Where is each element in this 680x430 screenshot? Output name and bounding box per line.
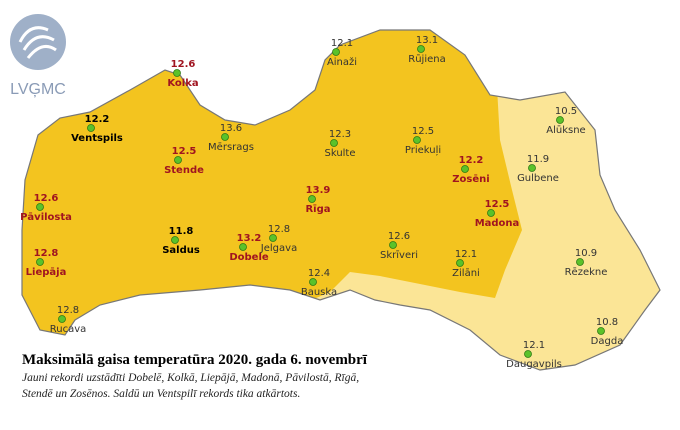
station-value: 12.1	[523, 340, 545, 351]
station-value: 12.2	[459, 155, 484, 166]
station-name: Daugavpils	[506, 359, 562, 370]
station-value: 12.8	[57, 305, 79, 316]
logo-text: LVĢMC	[10, 81, 66, 98]
station-value: 10.5	[555, 106, 577, 117]
station-dot	[171, 236, 179, 244]
station-value: 12.1	[455, 249, 477, 260]
station-value: 13.9	[306, 185, 331, 196]
station-value: 12.1	[331, 38, 353, 49]
station-name: Rēzekne	[565, 267, 608, 278]
station-value: 10.8	[596, 317, 618, 328]
subtitle-line: Stendē un Zosēnos. Saldū un Ventspilī re…	[22, 388, 300, 400]
station-value: 12.5	[172, 146, 197, 157]
station-value: 12.6	[34, 193, 59, 204]
station-name: Kolka	[167, 78, 198, 89]
station-name: Rucava	[50, 324, 87, 335]
station-dot	[417, 45, 425, 53]
station-dot	[597, 327, 605, 335]
station-name: Rīga	[305, 204, 330, 215]
station-dot	[173, 69, 181, 77]
station-name: Zosēni	[452, 174, 489, 185]
station-value: 10.9	[575, 248, 597, 259]
station-dot	[309, 278, 317, 286]
station-dot	[308, 195, 316, 203]
title: Maksimālā gaisa temperatūra 2020. gada 6…	[22, 352, 368, 368]
station-dot	[556, 116, 564, 124]
station-name: Liepāja	[26, 267, 67, 278]
station-value: 12.5	[412, 126, 434, 137]
station-value: 13.2	[237, 233, 262, 244]
station-dot	[456, 259, 464, 267]
logo: LVĢMC	[10, 14, 66, 98]
station-dot	[528, 164, 536, 172]
station-dot	[239, 243, 247, 251]
station-dot	[413, 136, 421, 144]
station-dot	[461, 165, 469, 173]
station-name: Dagda	[591, 336, 624, 347]
station-dot	[576, 258, 584, 266]
logo-circle	[10, 14, 66, 70]
station-dot	[221, 133, 229, 141]
logo-swirl	[18, 26, 57, 59]
station-dot	[330, 139, 338, 147]
station-value: 13.1	[416, 35, 438, 46]
station-value: 12.6	[171, 59, 196, 70]
station-name: Dobele	[229, 252, 269, 263]
station-value: 12.2	[85, 114, 110, 125]
station-value: 12.8	[268, 224, 290, 235]
station-name: Ainaži	[327, 56, 357, 68]
station-name: Madona	[475, 218, 520, 229]
station-value: 11.9	[527, 154, 549, 165]
station-name: Jelgava	[260, 243, 297, 254]
station-name: Skulte	[324, 148, 355, 159]
station-dot	[174, 156, 182, 164]
station-name: Gulbene	[517, 173, 559, 184]
station-name: Pāvilosta	[20, 212, 72, 223]
station-dot	[524, 350, 532, 358]
station-name: Saldus	[162, 245, 200, 256]
station-name: Zilāni	[452, 268, 480, 279]
station-name: Skrīveri	[380, 250, 418, 261]
station-value: 12.6	[388, 231, 410, 242]
station-value: 12.4	[308, 268, 330, 279]
station-value: 12.3	[329, 129, 351, 140]
station-value: 12.8	[34, 248, 59, 259]
station-dot	[389, 241, 397, 249]
subtitle-line: Jauni rekordi uzstādīti Dobelē, Kolkā, L…	[22, 372, 359, 384]
station-name: Rūjiena	[408, 54, 445, 65]
station-dot	[87, 124, 95, 132]
station-dot	[36, 203, 44, 211]
station-name: Priekuļi	[405, 145, 441, 156]
station-name: Stende	[164, 165, 204, 176]
station-name: Bauska	[301, 287, 337, 298]
station-dot	[487, 209, 495, 217]
station-dot	[58, 315, 66, 323]
station-dot	[36, 258, 44, 266]
station-name: Mērsrags	[208, 142, 254, 153]
station-name: Ventspils	[71, 133, 123, 144]
station-value: 12.5	[485, 199, 510, 210]
station-value: 11.8	[169, 226, 194, 237]
station-dot	[332, 48, 340, 56]
station-dot	[269, 234, 277, 242]
border	[21, 29, 661, 371]
station-name: Alūksne	[546, 125, 585, 136]
station-value: 13.6	[220, 123, 242, 134]
